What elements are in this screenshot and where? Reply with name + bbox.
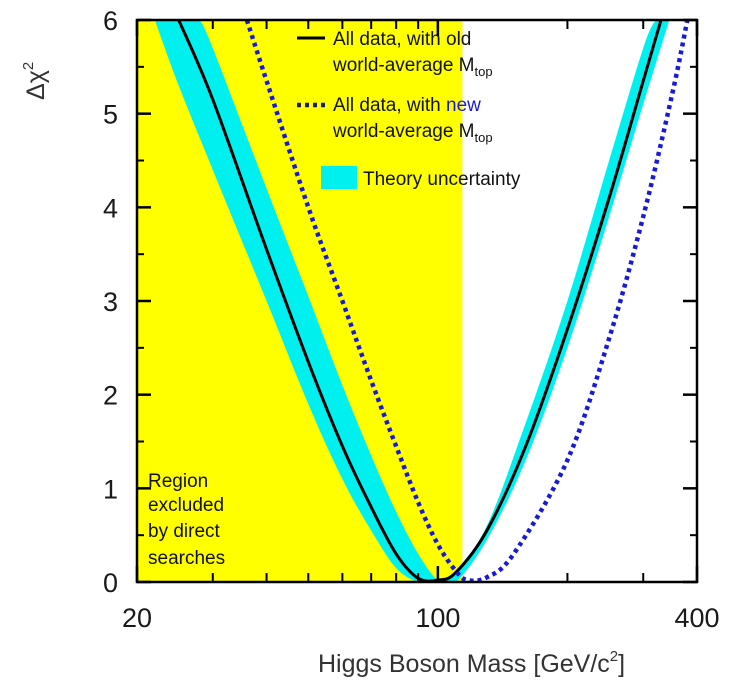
y-axis-title: Δχ2	[20, 62, 50, 100]
y-tick-label: 5	[103, 100, 118, 130]
region-label-line-4: searches	[148, 548, 225, 569]
legend-band-label: Theory uncertainty	[363, 169, 521, 190]
excluded-region-label: Region excluded by direct searches	[148, 471, 225, 569]
new-mtop-curve	[244, 20, 690, 582]
x-axis-title: Higgs Boson Mass [GeV/c2]	[318, 648, 625, 678]
axis-ticks: 0 1 2 3 4 5 6 20 100 400	[103, 6, 720, 633]
legend-dotted-label-line1: All data, with new	[333, 95, 481, 116]
x-tick-label: 100	[415, 603, 460, 633]
legend-solid-label-sub: top	[475, 64, 493, 79]
y-tick-label: 1	[103, 474, 118, 504]
legend-dotted-label-line2: world-average Mtop	[332, 121, 493, 145]
legend-dotted-label-main2: world-average M	[332, 121, 475, 142]
y-tick-label: 0	[103, 568, 118, 598]
legend-band-swatch	[321, 166, 357, 189]
y-tick-label: 2	[103, 381, 118, 411]
region-label-line-2: excluded	[148, 495, 224, 516]
y-axis-title-main: Δχ	[22, 70, 50, 100]
region-label-line-3: by direct	[148, 521, 221, 542]
x-tick-label: 20	[122, 603, 152, 633]
y-tick-label: 4	[103, 193, 118, 223]
legend-solid-label-line2: world-average Mtop	[332, 55, 493, 79]
theory-uncertainty-band	[154, 20, 670, 582]
legend-dotted-label-main: All data, with	[333, 95, 446, 116]
legend-solid-label-main: world-average M	[332, 55, 475, 76]
y-tick-label: 3	[103, 287, 118, 317]
region-label-line-1: Region	[148, 471, 208, 492]
y-axis-title-sup: 2	[20, 62, 37, 70]
x-axis-title-sup: 2	[610, 648, 618, 665]
legend-dotted-label-sub: top	[475, 130, 493, 145]
legend-dotted-label-new: new	[446, 95, 481, 116]
legend-solid-label-line1: All data, with old	[333, 29, 471, 50]
y-tick-label: 6	[103, 6, 118, 36]
x-axis-title-end: ]	[618, 650, 625, 678]
x-tick-label: 400	[674, 603, 719, 633]
x-axis-title-main: Higgs Boson Mass [GeV/c	[318, 650, 610, 678]
